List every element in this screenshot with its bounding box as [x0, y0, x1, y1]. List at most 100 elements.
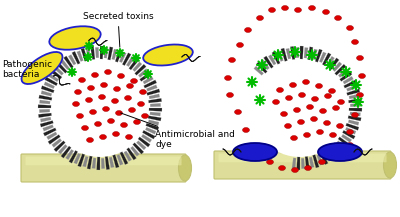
Wedge shape [138, 69, 148, 77]
Ellipse shape [336, 150, 344, 155]
Ellipse shape [108, 118, 114, 123]
Ellipse shape [226, 92, 234, 97]
Wedge shape [133, 143, 144, 154]
Wedge shape [346, 123, 359, 130]
Wedge shape [308, 47, 313, 60]
Wedge shape [333, 143, 344, 154]
Wedge shape [304, 48, 308, 58]
Ellipse shape [292, 168, 298, 173]
Wedge shape [346, 85, 357, 91]
Ellipse shape [290, 82, 296, 87]
Ellipse shape [276, 87, 284, 92]
FancyBboxPatch shape [26, 156, 182, 165]
FancyBboxPatch shape [21, 154, 186, 182]
Ellipse shape [130, 79, 138, 84]
Ellipse shape [236, 43, 244, 48]
Wedge shape [312, 49, 317, 60]
Ellipse shape [346, 130, 354, 135]
Wedge shape [143, 76, 154, 84]
Ellipse shape [116, 110, 122, 115]
Wedge shape [43, 128, 56, 136]
Wedge shape [130, 146, 140, 156]
Ellipse shape [310, 117, 318, 122]
Wedge shape [149, 108, 162, 111]
Ellipse shape [78, 77, 86, 82]
Wedge shape [96, 157, 100, 170]
Wedge shape [126, 56, 134, 67]
Wedge shape [115, 49, 122, 62]
Wedge shape [41, 86, 54, 93]
Wedge shape [292, 158, 296, 169]
Wedge shape [309, 157, 314, 168]
Wedge shape [148, 120, 159, 125]
Wedge shape [340, 72, 352, 81]
Ellipse shape [328, 89, 336, 94]
Wedge shape [146, 123, 159, 130]
Ellipse shape [98, 94, 106, 100]
Wedge shape [112, 155, 119, 168]
Wedge shape [129, 58, 139, 70]
Ellipse shape [120, 123, 128, 128]
Wedge shape [277, 51, 283, 62]
Ellipse shape [352, 39, 358, 44]
Ellipse shape [290, 135, 298, 140]
Ellipse shape [126, 135, 132, 140]
Ellipse shape [324, 94, 332, 99]
Wedge shape [320, 152, 328, 165]
Ellipse shape [72, 102, 80, 107]
Ellipse shape [282, 5, 288, 10]
Wedge shape [300, 46, 304, 59]
Wedge shape [326, 148, 336, 160]
Ellipse shape [298, 92, 306, 97]
Ellipse shape [318, 143, 362, 161]
Wedge shape [295, 47, 299, 58]
Wedge shape [78, 154, 85, 167]
Wedge shape [39, 109, 50, 113]
Ellipse shape [92, 72, 98, 77]
Text: Secreted toxins: Secreted toxins [83, 12, 153, 47]
Wedge shape [141, 134, 152, 143]
Wedge shape [124, 151, 132, 161]
Wedge shape [90, 46, 95, 60]
Ellipse shape [224, 76, 232, 81]
Ellipse shape [286, 95, 292, 100]
Wedge shape [305, 156, 310, 170]
Ellipse shape [244, 28, 252, 33]
Ellipse shape [178, 155, 192, 181]
Ellipse shape [272, 100, 280, 105]
Ellipse shape [302, 79, 310, 84]
Ellipse shape [294, 107, 300, 112]
FancyBboxPatch shape [214, 151, 391, 179]
Ellipse shape [358, 74, 366, 79]
Wedge shape [333, 62, 342, 72]
Ellipse shape [324, 120, 330, 125]
Wedge shape [101, 158, 105, 169]
Wedge shape [348, 98, 362, 103]
Wedge shape [119, 52, 126, 63]
Wedge shape [324, 151, 332, 161]
Wedge shape [344, 80, 357, 88]
Ellipse shape [90, 110, 96, 115]
Wedge shape [48, 74, 59, 82]
Wedge shape [349, 94, 360, 99]
Wedge shape [348, 120, 359, 125]
Wedge shape [52, 138, 62, 147]
Wedge shape [61, 146, 71, 158]
Ellipse shape [234, 110, 242, 115]
Wedge shape [348, 116, 361, 121]
Wedge shape [83, 156, 88, 167]
Wedge shape [272, 51, 280, 64]
Wedge shape [145, 127, 156, 134]
Ellipse shape [76, 113, 84, 118]
Ellipse shape [304, 133, 310, 138]
Ellipse shape [308, 5, 316, 10]
Wedge shape [317, 155, 323, 165]
Ellipse shape [228, 58, 236, 62]
Ellipse shape [334, 15, 342, 20]
Wedge shape [40, 121, 53, 127]
Ellipse shape [260, 156, 268, 161]
Wedge shape [329, 58, 339, 70]
Ellipse shape [294, 8, 302, 13]
Ellipse shape [336, 123, 344, 128]
Wedge shape [254, 66, 264, 75]
